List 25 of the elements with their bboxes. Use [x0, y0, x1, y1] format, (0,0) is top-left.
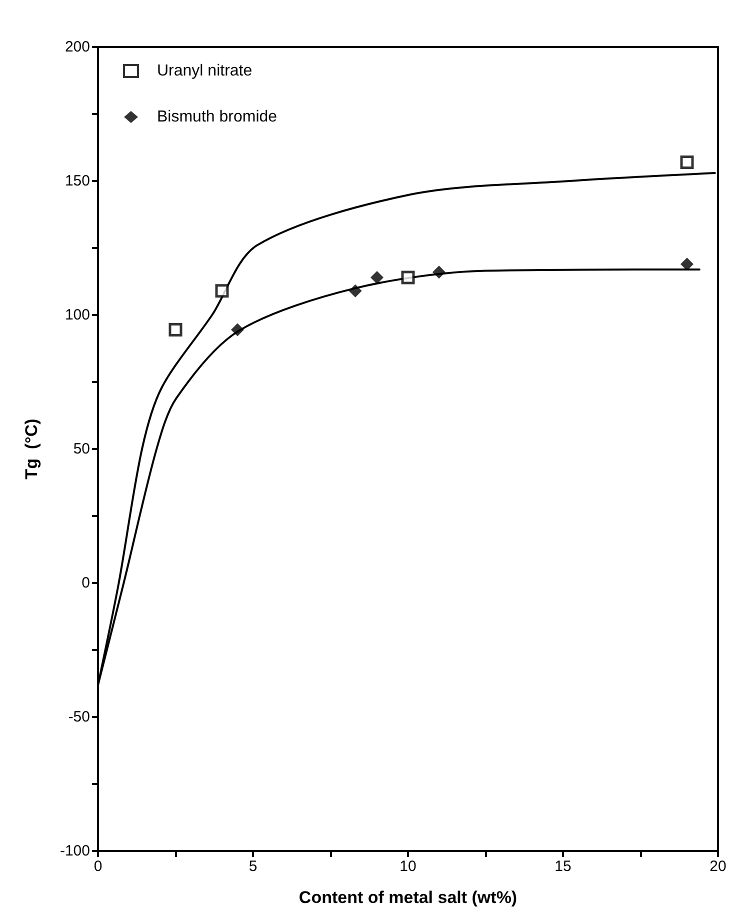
x-axis-title: Content of metal salt (wt%) [298, 888, 518, 907]
legend-label: Uranyl nitrate [157, 62, 252, 80]
point [348, 284, 362, 298]
y-tick-label: -100 [60, 842, 90, 860]
point [680, 155, 694, 169]
x-tick-label: 10 [400, 858, 416, 875]
y-tick-label: 50 [73, 440, 90, 458]
point [231, 323, 244, 336]
point [370, 270, 384, 284]
y-tick-label: 200 [64, 38, 90, 56]
legend-label: Bismuth bromide [157, 108, 278, 126]
y-axis-title: Tg (°C) [22, 418, 41, 480]
point [215, 284, 229, 298]
point [401, 270, 415, 284]
y-tick-label: -50 [68, 708, 90, 726]
x-tick-label: 15 [554, 858, 572, 875]
y-tick-label: 0 [82, 574, 90, 592]
x-tick-label: 0 [94, 858, 102, 875]
x-tick-label: 20 [710, 858, 726, 875]
x-tick-label: 5 [248, 858, 258, 875]
point [432, 266, 446, 279]
point [680, 258, 694, 271]
y-tick-label: 150 [64, 172, 90, 190]
point [168, 322, 182, 336]
y-tick-label: 100 [64, 306, 90, 324]
